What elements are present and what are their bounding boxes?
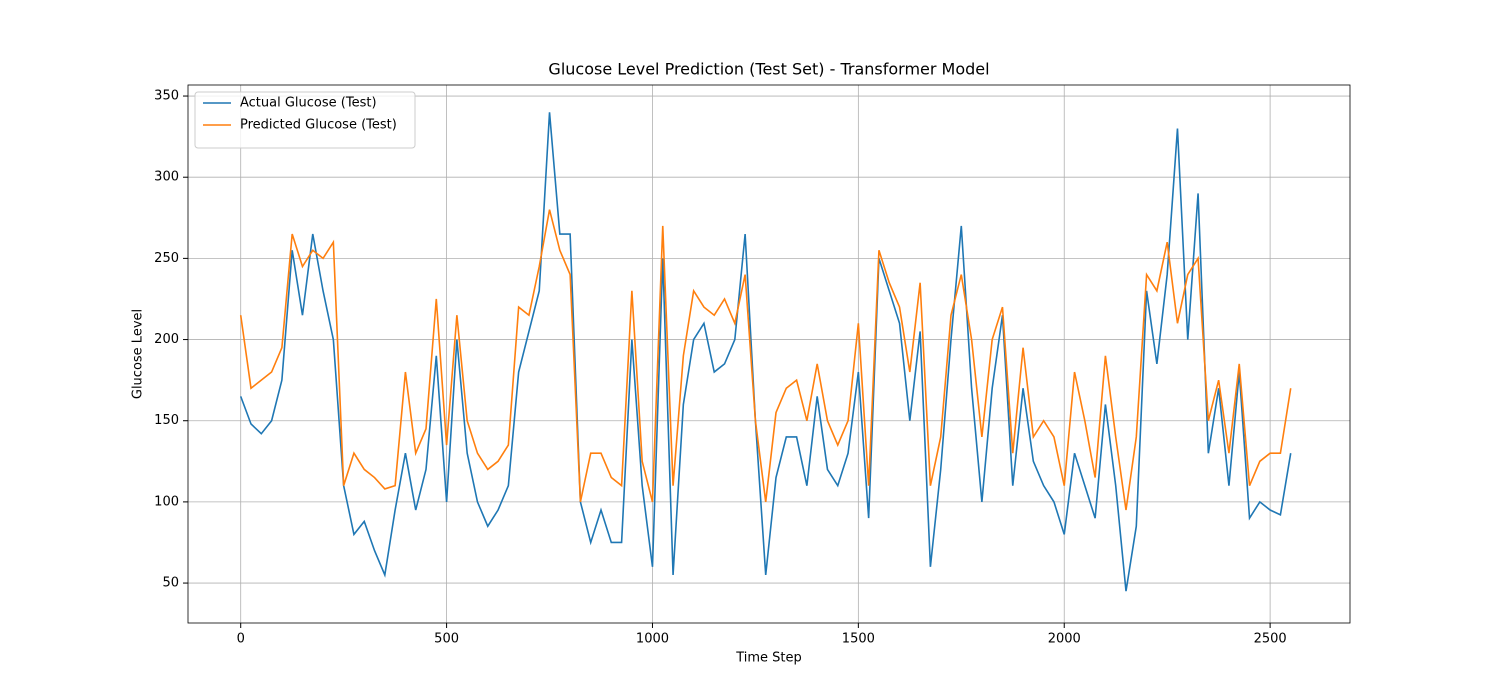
line-series (239, 209, 1292, 511)
y-tick-label: 200 (154, 332, 179, 347)
y-axis-label: Glucose Level (131, 309, 146, 399)
x-tick-label: 1000 (636, 632, 669, 647)
chart-title: Glucose Level Prediction (Test Set) - Tr… (548, 60, 989, 79)
x-tick-label: 500 (434, 632, 459, 647)
y-tick-label: 250 (154, 251, 179, 266)
legend-box (194, 91, 416, 149)
y-tick-label: 150 (154, 413, 179, 428)
y-tick-label: 50 (162, 576, 179, 591)
y-tick-label: 300 (154, 170, 179, 185)
line-series (239, 112, 1292, 592)
x-axis-label: Time Step (735, 651, 802, 666)
legend-label: Predicted Glucose (Test) (240, 118, 397, 133)
plot-frame (187, 84, 1351, 624)
y-tick-label: 350 (154, 89, 179, 104)
x-tick-label: 1500 (842, 632, 875, 647)
x-tick-label: 0 (237, 632, 245, 647)
x-tick-label: 2500 (1254, 632, 1287, 647)
legend-label: Actual Glucose (Test) (240, 96, 377, 111)
y-tick-label: 100 (154, 494, 179, 509)
x-tick-label: 2000 (1048, 632, 1081, 647)
